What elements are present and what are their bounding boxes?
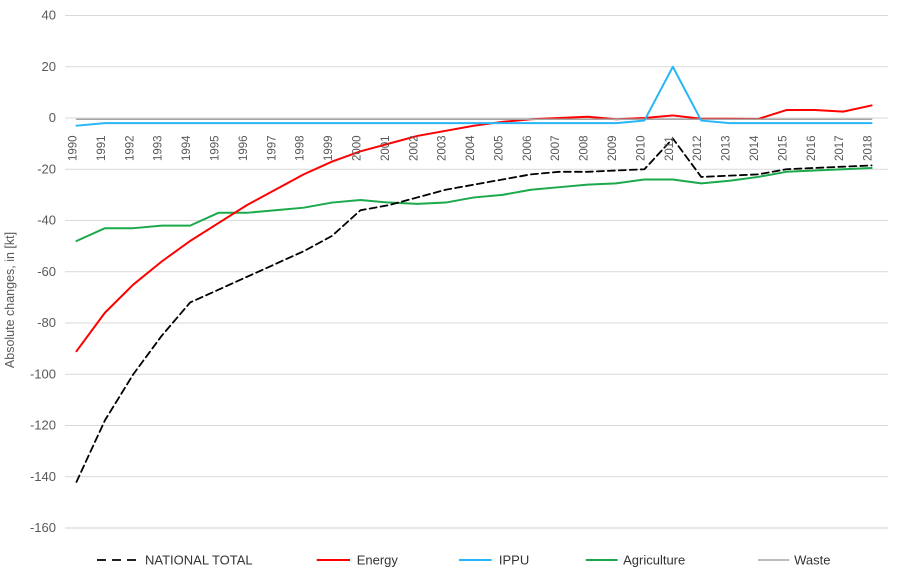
svg-text:2006: 2006: [522, 135, 534, 161]
svg-text:2011: 2011: [664, 136, 676, 161]
svg-text:1997: 1997: [266, 135, 278, 161]
svg-text:1994: 1994: [181, 135, 193, 161]
svg-text:Waste: Waste: [794, 553, 830, 568]
svg-text:Energy: Energy: [357, 553, 399, 568]
svg-text:1998: 1998: [295, 135, 307, 161]
svg-text:2015: 2015: [777, 135, 789, 161]
svg-text:2001: 2001: [380, 135, 392, 161]
svg-text:1995: 1995: [209, 135, 221, 161]
svg-text:2010: 2010: [635, 135, 647, 161]
svg-text:1993: 1993: [153, 135, 165, 161]
svg-text:40: 40: [42, 8, 56, 23]
svg-text:-60: -60: [37, 264, 56, 279]
svg-text:-40: -40: [37, 213, 56, 228]
svg-text:2004: 2004: [465, 135, 477, 161]
svg-text:Absolute changes, in [kt]: Absolute changes, in [kt]: [3, 232, 17, 368]
svg-text:2000: 2000: [351, 135, 363, 161]
svg-text:2016: 2016: [806, 135, 818, 161]
svg-text:2005: 2005: [493, 135, 505, 161]
svg-text:-140: -140: [30, 469, 56, 484]
svg-text:-80: -80: [37, 315, 56, 330]
svg-text:2013: 2013: [721, 135, 733, 161]
svg-text:Agriculture: Agriculture: [623, 553, 685, 568]
svg-text:2017: 2017: [834, 135, 846, 161]
svg-text:NATIONAL TOTAL: NATIONAL TOTAL: [145, 553, 253, 568]
svg-text:2002: 2002: [408, 135, 420, 161]
svg-text:2009: 2009: [607, 135, 619, 161]
svg-text:1992: 1992: [124, 135, 136, 161]
svg-text:1991: 1991: [96, 135, 108, 161]
svg-text:-160: -160: [30, 520, 56, 535]
svg-text:2018: 2018: [863, 135, 875, 161]
svg-text:20: 20: [42, 59, 56, 74]
svg-text:2014: 2014: [749, 135, 761, 161]
svg-text:1999: 1999: [323, 135, 335, 161]
svg-text:IPPU: IPPU: [499, 553, 529, 568]
svg-text:1996: 1996: [238, 135, 250, 161]
svg-text:2007: 2007: [550, 135, 562, 161]
svg-text:0: 0: [49, 110, 56, 125]
svg-text:2008: 2008: [579, 135, 591, 161]
svg-text:-100: -100: [30, 366, 56, 381]
svg-text:-20: -20: [37, 161, 56, 176]
svg-text:1990: 1990: [68, 135, 80, 161]
svg-text:-120: -120: [30, 418, 56, 433]
svg-text:2012: 2012: [692, 135, 704, 161]
svg-text:2003: 2003: [437, 135, 449, 161]
